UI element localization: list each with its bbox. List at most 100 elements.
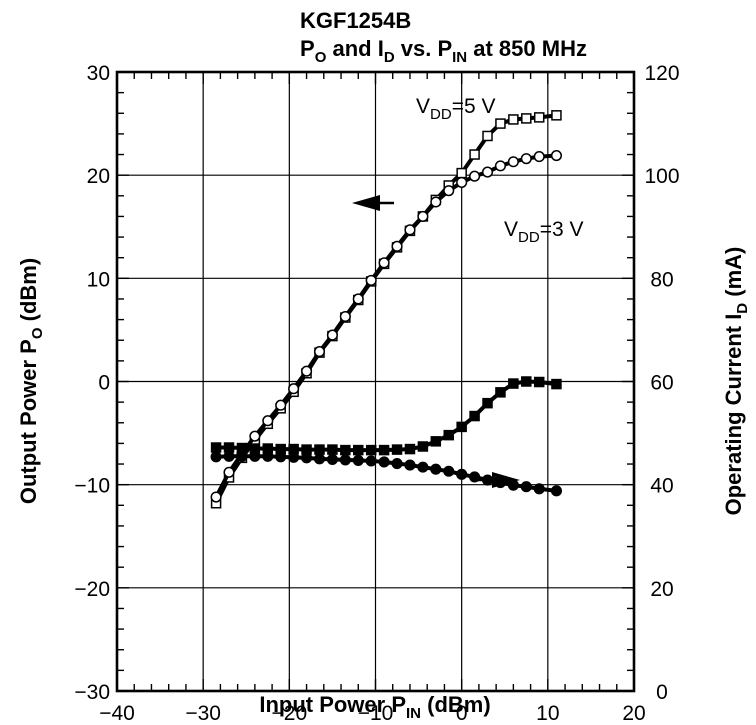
data-point-open-circle xyxy=(391,240,403,252)
data-point-open-circle xyxy=(507,156,519,168)
data-point-filled-square xyxy=(417,441,429,452)
x-tick-label: 10 xyxy=(536,702,559,725)
data-point-open-circle xyxy=(481,166,494,178)
annotation-vdd-5v: VDD=5 V xyxy=(416,95,495,123)
data-point-filled-circle xyxy=(520,481,532,493)
subtitle-p: P xyxy=(300,36,315,61)
x-axis-title: Input Power PIN (dBm) xyxy=(259,692,490,722)
data-point-filled-square xyxy=(469,410,480,422)
x-tick-label: −10 xyxy=(358,702,394,725)
data-point-filled-square xyxy=(533,376,545,388)
data-point-filled-circle xyxy=(339,454,351,466)
data-point-filled-square xyxy=(223,442,235,453)
data-point-open-circle xyxy=(275,399,287,411)
data-point-open-circle xyxy=(430,196,442,208)
y-left-tick-label: 0 xyxy=(98,372,110,395)
y-right-tick-label: 0 xyxy=(656,681,668,704)
data-point-open-square xyxy=(508,114,519,125)
data-point-open-circle xyxy=(223,466,235,478)
data-point-filled-square xyxy=(340,444,351,456)
data-point-open-circle xyxy=(550,150,563,162)
data-point-open-circle xyxy=(520,153,532,165)
series-filled-square xyxy=(210,376,562,456)
data-point-open-circle xyxy=(365,274,377,286)
y-left-tick-label: 20 xyxy=(87,165,110,188)
subtitle-tail: at 850 MHz xyxy=(467,36,587,61)
data-point-filled-circle xyxy=(365,455,377,467)
data-point-filled-circle xyxy=(533,483,545,495)
data-point-filled-square xyxy=(378,444,390,456)
data-point-open-circle xyxy=(288,383,300,395)
data-point-open-square xyxy=(551,110,562,121)
subtitle-i-sub: D xyxy=(384,49,395,66)
y-right-tick-label: 60 xyxy=(650,372,673,395)
data-point-filled-square xyxy=(365,444,377,456)
y-right-tick-label: 80 xyxy=(650,268,673,291)
plot-frame xyxy=(115,70,636,693)
data-point-open-circle xyxy=(378,257,390,269)
right-axis-arrow xyxy=(477,472,520,488)
data-point-filled-circle xyxy=(404,459,416,471)
x-tick-label: −20 xyxy=(272,702,308,725)
y-right-tick-label: 40 xyxy=(650,475,673,498)
data-point-filled-circle xyxy=(469,471,481,483)
data-point-filled-circle xyxy=(550,485,563,497)
data-point-open-circle xyxy=(210,491,222,503)
data-point-filled-square xyxy=(456,421,467,433)
data-point-open-circle xyxy=(352,293,364,305)
data-point-filled-circle xyxy=(223,450,235,462)
data-point-filled-circle xyxy=(301,452,313,464)
y-left-tick-label: 30 xyxy=(87,62,110,85)
y-left-tick-label: 10 xyxy=(87,268,110,291)
data-point-filled-square xyxy=(404,443,416,455)
data-point-open-circle xyxy=(456,176,468,188)
subtitle-vs: vs. P xyxy=(395,36,452,61)
data-point-filled-circle xyxy=(352,454,364,466)
data-point-filled-square xyxy=(391,444,403,455)
y-left-tick-label: −30 xyxy=(74,681,110,704)
data-point-filled-square xyxy=(508,378,519,389)
data-point-filled-circle xyxy=(249,450,261,462)
x-tick-label: 0 xyxy=(456,702,468,725)
data-point-open-square xyxy=(495,118,506,129)
data-point-filled-circle xyxy=(456,468,468,480)
data-point-filled-square xyxy=(551,378,562,390)
y-right-tick-label: 100 xyxy=(644,165,679,188)
data-point-filled-circle xyxy=(275,451,287,463)
data-point-open-circle xyxy=(301,365,313,377)
x-tick-label: −30 xyxy=(185,702,221,725)
y-left-tick-labels: −30 −20 −10 0 10 20 30 xyxy=(74,62,110,704)
data-point-open-square xyxy=(456,167,467,179)
y-left-tick-label: −20 xyxy=(74,578,110,601)
x-tick-label: 20 xyxy=(622,702,645,725)
data-point-filled-circle xyxy=(313,453,326,465)
data-point-filled-circle xyxy=(210,451,222,463)
data-point-filled-square xyxy=(521,376,532,387)
data-point-open-circle xyxy=(313,346,326,358)
y-right-tick-label: 120 xyxy=(644,62,679,85)
data-point-filled-circle xyxy=(391,457,403,470)
subtitle-and: and I xyxy=(326,36,383,61)
data-point-filled-circle xyxy=(288,451,300,463)
data-point-filled-square xyxy=(314,444,325,455)
data-point-open-square xyxy=(482,130,493,142)
data-point-open-circle xyxy=(443,185,455,197)
data-point-open-circle xyxy=(469,170,481,182)
data-point-open-square xyxy=(469,149,480,160)
data-point-open-circle xyxy=(417,210,429,222)
data-point-filled-square xyxy=(495,387,506,398)
data-point-filled-square xyxy=(430,436,442,447)
subtitle-pin-sub: IN xyxy=(452,49,467,66)
subtitle-p-sub: O xyxy=(315,49,327,66)
x-tick-label: −40 xyxy=(99,702,135,725)
data-point-open-square xyxy=(533,112,545,123)
data-point-filled-circle xyxy=(326,453,338,465)
annotation-vdd-3v: VDD=3 V xyxy=(504,218,583,246)
data-point-open-circle xyxy=(404,224,416,236)
chart-subtitle: PO and ID vs. PIN at 850 MHz xyxy=(300,36,587,66)
data-point-filled-circle xyxy=(262,450,274,462)
x-tick-labels: −40 −30 −20 −10 0 10 20 xyxy=(99,702,645,725)
data-point-open-circle xyxy=(326,329,338,341)
data-point-filled-square xyxy=(353,444,364,456)
